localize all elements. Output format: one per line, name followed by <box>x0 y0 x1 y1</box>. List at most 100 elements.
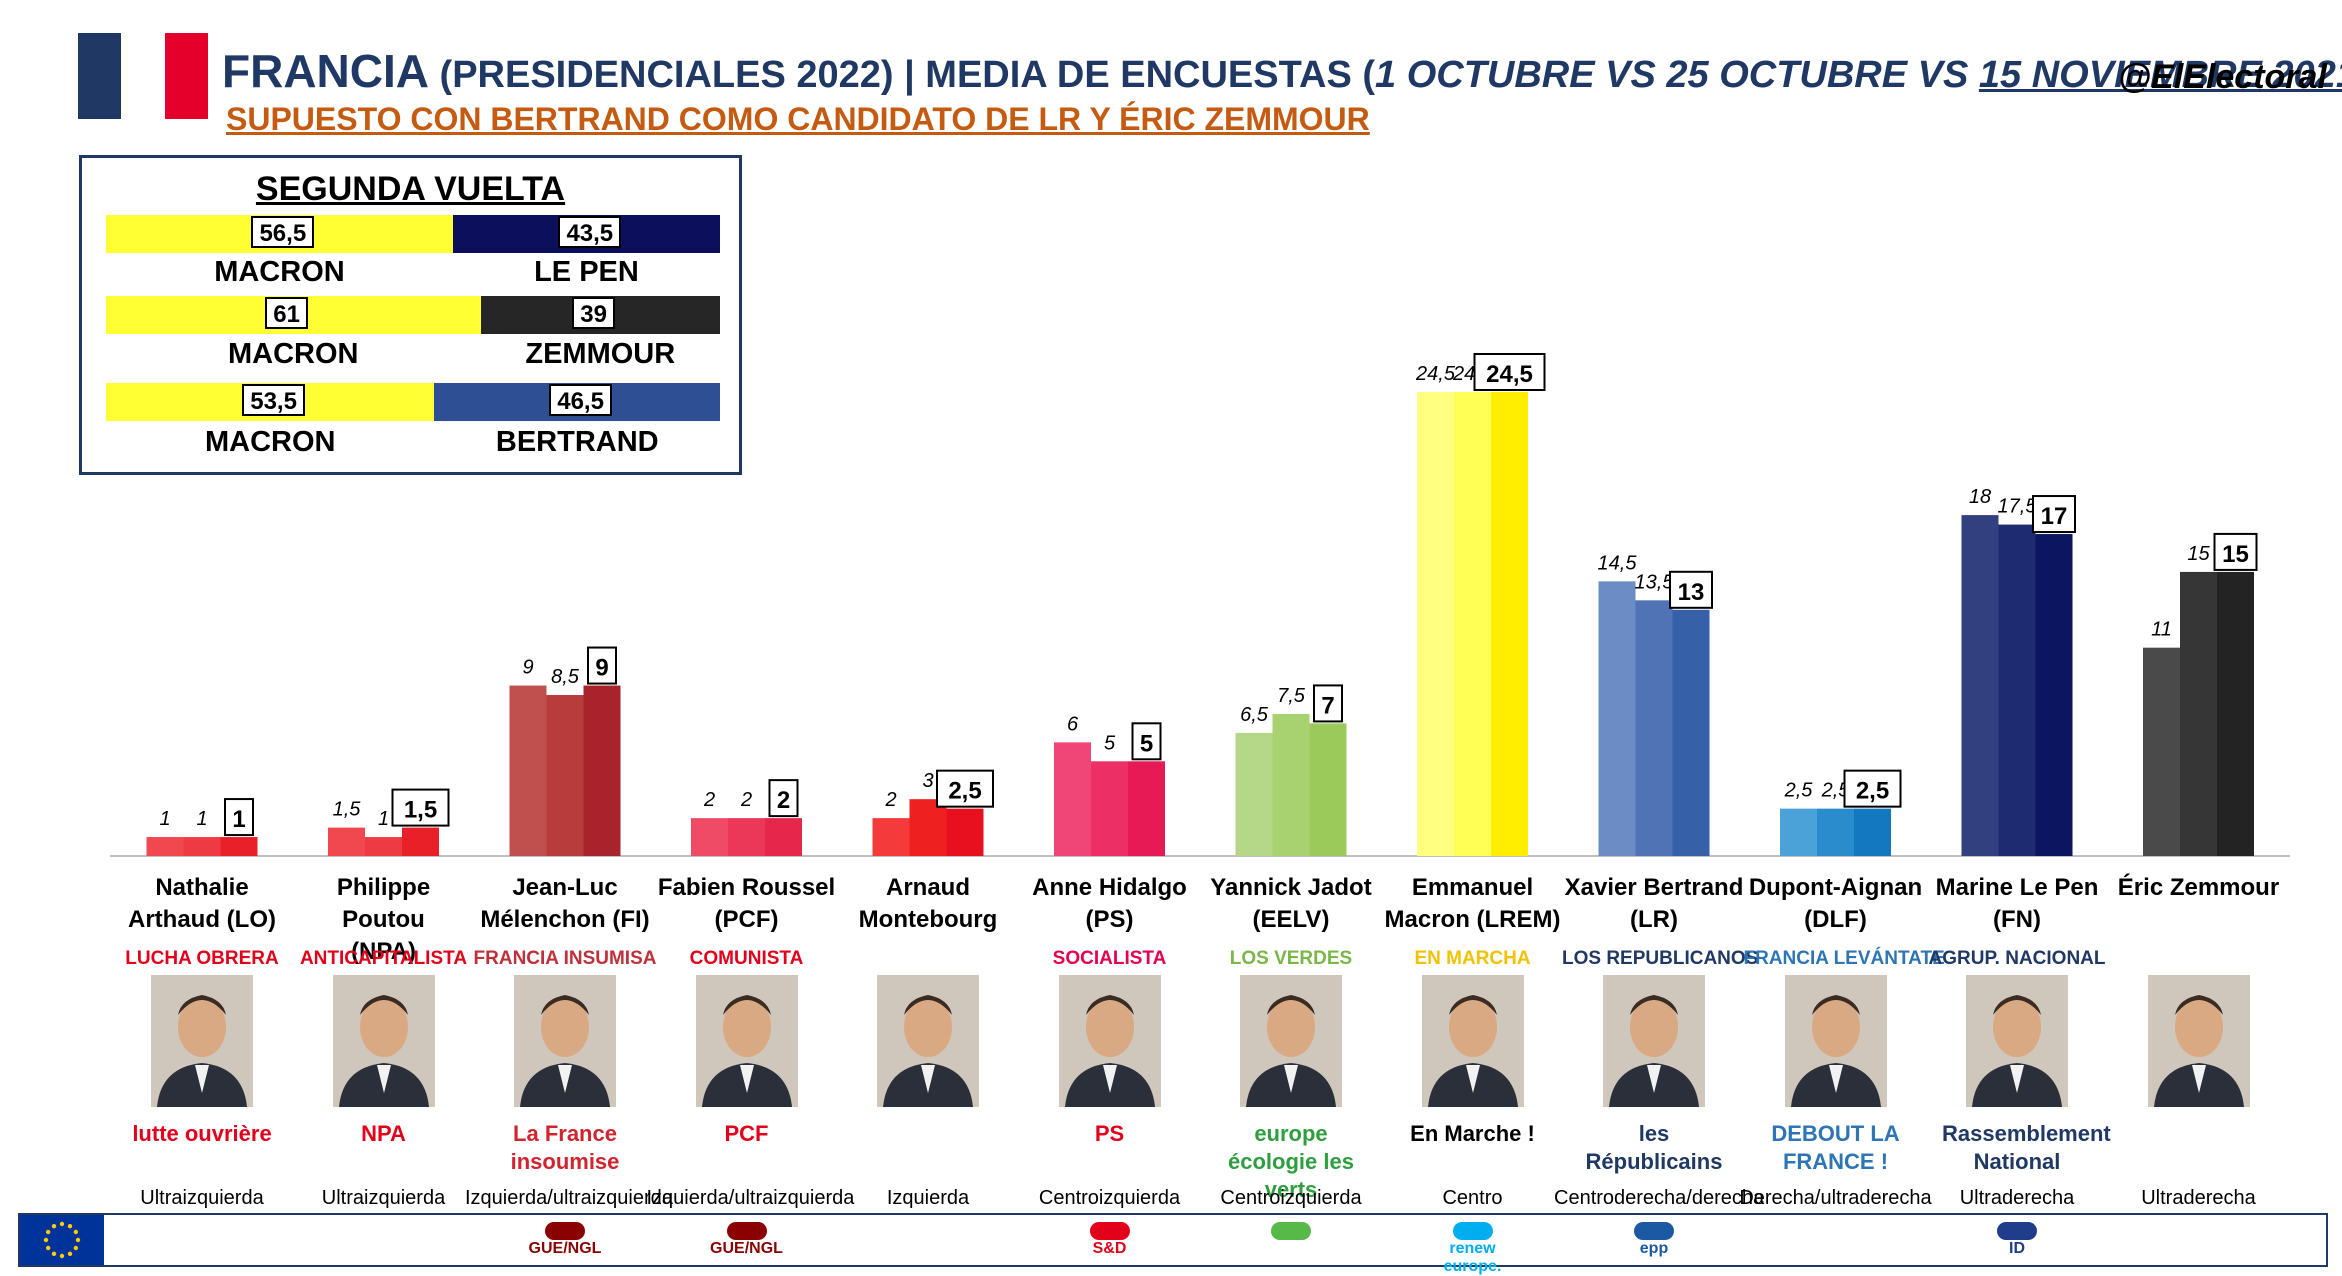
ideology-label: Ultraderecha <box>1959 1187 2075 1209</box>
eu-star <box>75 1237 81 1243</box>
author-handle: @ElElectoral <box>2118 58 2327 96</box>
ideology-label: Centroizquierda <box>1220 1187 1362 1209</box>
bar <box>1672 609 1710 856</box>
bar <box>1417 392 1454 856</box>
party-label: LOS VERDES <box>1229 948 1353 969</box>
second-round-name-b: LE PEN <box>534 256 639 288</box>
party-logo: En Marche ! <box>1410 1121 1535 1146</box>
party-label: COMUNISTA <box>689 948 804 969</box>
ideology-label: Izquierda <box>886 1187 970 1209</box>
latest-label-box <box>768 779 799 818</box>
ideology-label: Ultraizquierda <box>321 1187 446 1209</box>
candidate-name-line2: (NPA) <box>351 938 416 965</box>
candidate-name-line1: Emmanuel <box>1411 874 1534 901</box>
eu-group-mark <box>1271 1222 1311 1240</box>
data-label: 3 <box>922 770 933 792</box>
bar <box>146 837 184 856</box>
data-label: 5 <box>1104 732 1116 754</box>
bar <box>328 827 365 856</box>
data-label: 6,5 <box>1240 704 1269 726</box>
party-logo: les Républicains <box>1585 1121 1723 1174</box>
latest-label-box <box>224 798 254 837</box>
bar <box>872 818 910 856</box>
party-logo: PCF <box>724 1121 769 1146</box>
candidate-name-line2: Mélenchon (FI) <box>480 906 650 933</box>
party-label: FRANCIA LEVÁNTATE <box>1743 948 1945 969</box>
france-flag <box>78 33 208 119</box>
candidate-name-line2: (PCF) <box>714 906 779 933</box>
bar <box>1854 808 1891 856</box>
candidate-name: Nathalie Arthaud (LO) <box>112 872 292 936</box>
second-round-bar-b: 43,5 <box>452 215 720 253</box>
eu-group-name: GUE/NGL <box>528 1240 602 1257</box>
latest-label-box <box>1473 353 1546 391</box>
latest-label-box <box>391 788 450 827</box>
eu-group-logo: GUE/NGL <box>702 1222 792 1262</box>
bar <box>909 799 947 856</box>
candidate-name: Anne Hidalgo (PS) <box>1020 872 1200 936</box>
candidate-photo <box>2147 975 2250 1107</box>
eu-group-logo: ID <box>1972 1222 2062 1262</box>
latest-label-box <box>936 769 994 808</box>
eu-star <box>59 1221 65 1227</box>
party-logo <box>853 1120 1003 1176</box>
eu-group-name: GUE/NGL <box>710 1240 783 1257</box>
page-subtitle: SUPUESTO CON BERTRAND COMO CANDIDATO DE … <box>226 101 1370 137</box>
party-logo: lutte ouvrière <box>132 1121 272 1146</box>
second-round-bar-b: 39 <box>480 296 720 334</box>
second-round-box: SEGUNDA VUELTA 56,5 43,5 MACRON LE PEN 61 39 M… <box>79 155 742 475</box>
candidate-name-line1: Xavier Bertrand <box>1564 874 1744 901</box>
data-label: 8,5 <box>551 666 580 688</box>
candidate-name: Yannick Jadot (EELV) <box>1201 872 1381 936</box>
data-label: 13,5 <box>1635 571 1675 593</box>
latest-label-box <box>1313 684 1343 723</box>
bar <box>402 827 439 856</box>
bar <box>2143 647 2180 856</box>
candidate-name-line2: (EELV) <box>1252 906 1330 933</box>
candidate-name: Fabien Roussel (PCF) <box>657 872 837 936</box>
candidate-name: Jean-Luc Mélenchon (FI) <box>475 872 655 936</box>
second-round-name-b: ZEMMOUR <box>525 338 676 370</box>
second-round-name-a: MACRON <box>214 256 345 288</box>
data-label: 14,5 <box>1598 552 1638 574</box>
latest-data-label: 5 <box>1140 730 1153 757</box>
bar <box>1635 600 1673 856</box>
bar <box>1309 723 1347 856</box>
second-round-bar: 56,5 43,5 <box>106 215 720 253</box>
data-label: 1 <box>378 808 389 830</box>
latest-data-label: 1 <box>232 806 245 833</box>
party-label: LOS REPUBLICANOS <box>1562 948 1759 969</box>
candidate-name: Emmanuel Macron (LREM) <box>1383 872 1563 936</box>
ideology-label: Izquierda/ultraizquierda <box>465 1187 673 1209</box>
bar <box>946 808 984 856</box>
latest-label-box <box>587 646 617 685</box>
bar <box>509 685 547 856</box>
data-label: 15 <box>2187 543 2210 565</box>
candidate-name-line2: (FN) <box>1993 906 2041 933</box>
data-label: 24,5 <box>1415 363 1456 385</box>
bar <box>1998 524 2036 856</box>
bar <box>1454 392 1491 856</box>
ideology-label: Centro <box>1442 1187 1503 1209</box>
eu-group-name: S&D <box>1092 1240 1127 1257</box>
second-round-bar-a: 56,5 <box>106 215 453 253</box>
candidate-photo <box>332 975 435 1107</box>
party-logo: europe écologie les verts <box>1228 1121 1354 1202</box>
bar <box>1128 761 1165 856</box>
eu-group-logo: GUE/NGL <box>520 1222 610 1262</box>
second-round-title: SEGUNDA VUELTA <box>255 170 566 208</box>
candidate-name-line1: Philippe Poutou <box>336 874 431 933</box>
eu-star <box>67 1223 73 1229</box>
latest-data-label: 9 <box>595 655 608 682</box>
latest-label-box <box>2032 495 2076 534</box>
bar <box>728 818 765 856</box>
bar <box>2217 571 2254 856</box>
eu-group-mark <box>1089 1222 1130 1240</box>
second-round-value-a: 61 <box>265 297 308 329</box>
candidate-name-line1: Marine Le Pen <box>1935 874 2099 901</box>
bar <box>765 818 802 856</box>
bar <box>546 695 584 856</box>
second-round-value-a: 53,5 <box>242 384 305 416</box>
eu-star <box>73 1229 79 1235</box>
bar <box>1235 732 1273 856</box>
